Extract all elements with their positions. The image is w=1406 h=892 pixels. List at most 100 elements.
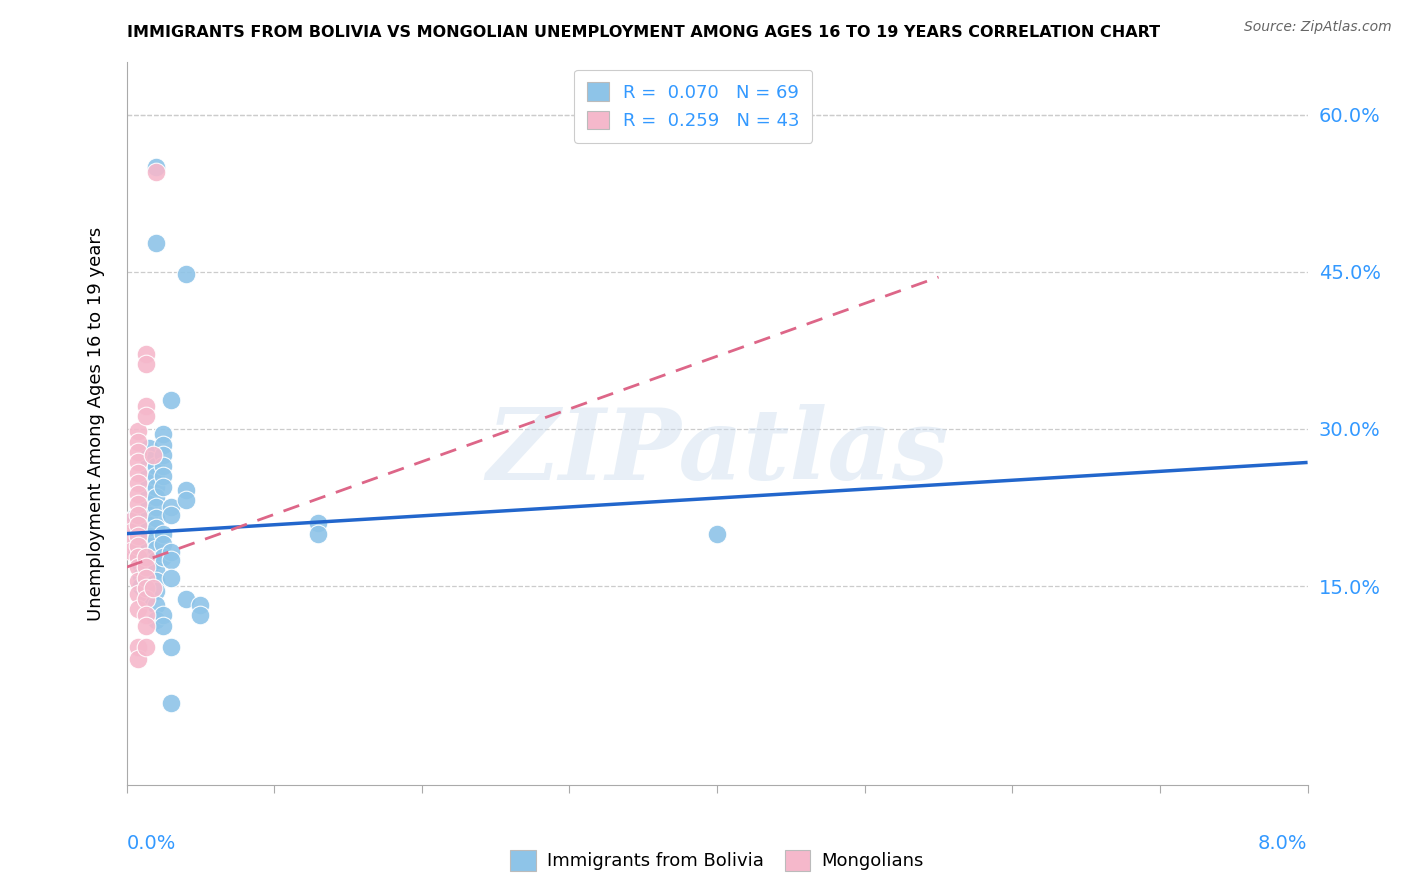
Point (145, 479, 167, 493)
Point (138, 487, 160, 501)
Text: ZIPatlas: ZIPatlas (486, 404, 948, 500)
Point (188, 598, 212, 612)
Point (122, 521, 145, 535)
Point (135, 357, 157, 371)
Point (160, 508, 183, 522)
Point (127, 587, 149, 601)
Point (138, 563, 160, 577)
Point (127, 518, 149, 533)
Point (129, 568, 153, 582)
Point (152, 448, 174, 462)
Point (127, 424, 149, 438)
Point (120, 544, 142, 558)
Point (120, 514, 142, 528)
Point (160, 553, 183, 567)
Point (152, 427, 174, 442)
Text: 0.0%: 0.0% (127, 833, 176, 853)
Point (152, 549, 174, 564)
Point (138, 453, 160, 467)
Point (145, 532, 167, 546)
Point (129, 549, 153, 564)
Point (145, 458, 167, 473)
Point (145, 613, 167, 627)
Point (152, 458, 174, 473)
Point (174, 483, 197, 497)
Point (135, 399, 157, 413)
Point (127, 539, 149, 553)
Point (135, 619, 157, 633)
Point (174, 267, 197, 281)
Point (145, 542, 167, 557)
Point (706, 526, 728, 541)
Point (145, 563, 167, 577)
Point (127, 652, 149, 666)
Point (145, 490, 167, 504)
Point (135, 608, 157, 623)
Point (138, 529, 160, 543)
Text: IMMIGRANTS FROM BOLIVIA VS MONGOLIAN UNEMPLOYMENT AMONG AGES 16 TO 19 YEARS CORR: IMMIGRANTS FROM BOLIVIA VS MONGOLIAN UNE… (127, 26, 1160, 40)
Point (135, 581, 157, 595)
Point (145, 160, 167, 174)
Point (145, 500, 167, 515)
Point (160, 696, 183, 710)
Point (152, 608, 174, 623)
Point (127, 560, 149, 574)
Point (127, 574, 149, 588)
Point (174, 493, 197, 508)
Point (160, 640, 183, 654)
Point (145, 598, 167, 612)
Point (127, 640, 149, 654)
Point (120, 524, 142, 539)
Point (135, 346, 157, 360)
Point (122, 532, 145, 546)
Point (129, 532, 153, 546)
Point (129, 558, 153, 572)
Text: Source: ZipAtlas.com: Source: ZipAtlas.com (1244, 20, 1392, 34)
Point (127, 497, 149, 511)
Point (138, 466, 160, 480)
Point (145, 235, 167, 250)
Point (142, 581, 165, 595)
Point (145, 469, 167, 483)
Point (129, 511, 153, 525)
Point (127, 602, 149, 616)
Point (135, 591, 157, 606)
Point (127, 445, 149, 459)
Point (307, 516, 329, 531)
Point (129, 579, 153, 593)
Point (127, 549, 149, 564)
Point (122, 539, 145, 553)
Point (145, 574, 167, 588)
Point (138, 539, 160, 553)
Point (129, 542, 153, 557)
Point (127, 487, 149, 501)
Point (152, 537, 174, 551)
Point (160, 392, 183, 407)
Point (138, 441, 160, 455)
Point (145, 584, 167, 599)
Point (145, 165, 167, 179)
Point (138, 508, 160, 522)
Point (129, 521, 153, 535)
Point (138, 476, 160, 491)
Point (160, 571, 183, 585)
Point (145, 511, 167, 525)
Point (127, 434, 149, 449)
Point (120, 535, 142, 549)
Point (135, 549, 157, 564)
Point (160, 500, 183, 515)
Y-axis label: Unemployment Among Ages 16 to 19 years: Unemployment Among Ages 16 to 19 years (87, 227, 105, 621)
Text: 8.0%: 8.0% (1258, 833, 1308, 853)
Point (127, 508, 149, 522)
Legend: Immigrants from Bolivia, Mongolians: Immigrants from Bolivia, Mongolians (502, 841, 932, 880)
Point (152, 619, 174, 633)
Point (188, 608, 212, 623)
Point (138, 549, 160, 564)
Point (160, 545, 183, 559)
Point (145, 553, 167, 567)
Point (152, 479, 174, 493)
Point (307, 526, 329, 541)
Point (174, 591, 197, 606)
Point (152, 469, 174, 483)
Point (138, 590, 160, 604)
